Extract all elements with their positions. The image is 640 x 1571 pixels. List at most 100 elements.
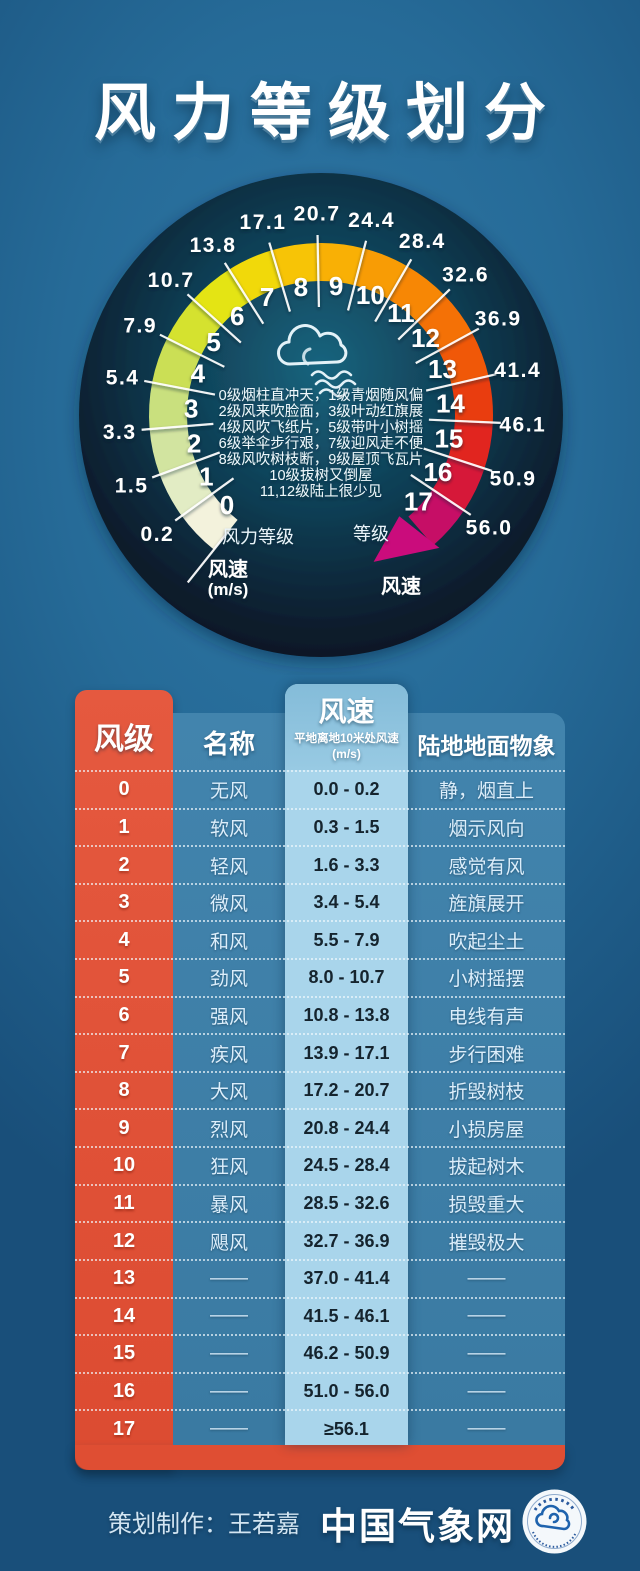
cell-speed: 1.6 - 3.3 bbox=[313, 854, 380, 875]
speed-column-background bbox=[285, 684, 408, 1445]
speed-tick-label: 3.3 bbox=[103, 421, 137, 444]
cell-speed: 37.0 - 41.4 bbox=[303, 1268, 390, 1289]
table-row: 0 无风 0.0 - 0.2 静，烟直上 bbox=[75, 772, 565, 810]
table-row: 3 微风 3.4 - 5.4 旌旗展开 bbox=[75, 885, 565, 923]
cell-name: —— bbox=[210, 1418, 248, 1440]
cloud-wind-icon bbox=[277, 324, 357, 398]
table-row: 7 疾风 13.9 - 17.1 步行困难 bbox=[75, 1035, 565, 1073]
level-tick-label: 0 bbox=[220, 490, 234, 520]
table-row: 8 大风 17.2 - 20.7 折毁树枝 bbox=[75, 1073, 565, 1111]
cell-phenomena: 旌旗展开 bbox=[448, 894, 525, 916]
logo-bottom-text-arc bbox=[532, 1531, 577, 1548]
cell-speed: 0.0 - 0.2 bbox=[313, 779, 380, 800]
cell-name: 狂风 bbox=[209, 1157, 248, 1179]
cell-phenomena: 静，烟直上 bbox=[438, 781, 534, 803]
cell-level: 3 bbox=[118, 891, 130, 914]
cell-level: 16 bbox=[112, 1380, 136, 1403]
cell-name: —— bbox=[210, 1267, 248, 1289]
cell-phenomena: 烟示风向 bbox=[448, 818, 525, 840]
gauge-speed-labels: 0.2 1.5 3.3 5.4 7.9 10.7 13.817.1 20.7 24.428.4 3… bbox=[103, 203, 545, 546]
cell-name: 和风 bbox=[209, 931, 248, 953]
level-tick-label: 14 bbox=[436, 388, 465, 418]
logo-cloud-glyph bbox=[535, 1504, 571, 1531]
gauge-tick bbox=[141, 422, 214, 431]
cell-speed: 3.4 - 5.4 bbox=[313, 892, 380, 913]
cell-phenomena: —— bbox=[467, 1418, 506, 1440]
cell-phenomena: 小损房屋 bbox=[448, 1119, 525, 1141]
cell-name: 软风 bbox=[209, 818, 248, 840]
speed-tick-label: 7.9 bbox=[123, 314, 157, 337]
gauge-tick bbox=[174, 477, 235, 522]
level-tick-label: 15 bbox=[434, 424, 463, 454]
gauge-segment-level-13 bbox=[438, 332, 489, 386]
right-speed-caption: 风速 bbox=[381, 575, 421, 598]
cell-speed: 41.5 - 46.1 bbox=[303, 1305, 390, 1326]
cell-phenomena: 感觉有风 bbox=[448, 856, 525, 878]
table-row: 17 —— ≥56.1 —— bbox=[75, 1411, 565, 1447]
wind-scale-table: 风级 名称 风速 平地离地10米处风速 (m/s) 陆地地面物象 0 无风 0.0 … bbox=[75, 684, 565, 1470]
level-tick-label: 6 bbox=[230, 301, 244, 331]
cell-phenomena: 电线有声 bbox=[448, 1006, 525, 1028]
inner-scale-caption: 风力等级 bbox=[222, 527, 294, 547]
gauge-tick bbox=[428, 418, 501, 424]
gauge-tick bbox=[397, 288, 451, 341]
gauge-rhyme-text: 0级烟柱直冲天，1级青烟随风偏2级风来吹脸面，3级叶动红旗展4级风吹飞纸片，5级… bbox=[219, 387, 424, 500]
gauge-start-leader bbox=[186, 528, 231, 584]
speed-tick-label: 1.5 bbox=[115, 475, 149, 498]
table-row: 4 和风 5.5 - 7.9 吹起尘土 bbox=[75, 922, 565, 961]
cell-speed: 46.2 - 50.9 bbox=[303, 1343, 390, 1364]
cell-name: 暴风 bbox=[209, 1195, 248, 1216]
level-tick-label: 8 bbox=[294, 272, 308, 302]
speed-tick-label: 36.9 bbox=[475, 308, 522, 331]
level-tick-label: 3 bbox=[184, 393, 198, 423]
level-tick-label: 16 bbox=[423, 457, 452, 487]
cell-level: 15 bbox=[112, 1342, 136, 1365]
cell-level: 10 bbox=[112, 1154, 136, 1177]
gauge-tick bbox=[159, 333, 225, 368]
cell-phenomena: —— bbox=[467, 1380, 506, 1402]
gauge-segment-level-2 bbox=[149, 425, 196, 475]
table-bottom-bar bbox=[75, 1445, 565, 1470]
cell-name: —— bbox=[210, 1305, 248, 1327]
cell-name: 微风 bbox=[209, 894, 248, 916]
gauge-tick bbox=[410, 474, 472, 516]
header-phenomena: 陆地地面物象 bbox=[417, 733, 556, 759]
header-speed-subtitle: 平地离地10米处风速 bbox=[294, 733, 399, 745]
speed-tick-label: 5.4 bbox=[106, 366, 140, 389]
table-row: 2 轻风 1.6 - 3.3 感觉有风 bbox=[75, 847, 565, 885]
cell-name: 轻风 bbox=[209, 856, 248, 878]
level-tick-label: 9 bbox=[329, 271, 343, 301]
cell-phenomena: 损毁重大 bbox=[448, 1195, 525, 1216]
level-tick-label: 13 bbox=[428, 354, 457, 384]
cell-level: 17 bbox=[112, 1417, 136, 1440]
cell-speed: 0.3 - 1.5 bbox=[313, 816, 380, 837]
cell-level: 2 bbox=[118, 853, 130, 876]
cell-name: 无风 bbox=[209, 781, 248, 803]
cell-name: 疾风 bbox=[209, 1044, 248, 1066]
gauge-tick bbox=[144, 379, 216, 396]
rhyme-line: 2级风来吹脸面，3级叶动红旗展 bbox=[219, 403, 424, 420]
cell-phenomena: 摧毁极大 bbox=[448, 1232, 525, 1254]
table-row: 12 飓风 32.7 - 36.9 摧毁极大 bbox=[75, 1223, 565, 1261]
left-speed-caption: 风速 bbox=[208, 558, 248, 581]
speed-tick-label: 28.4 bbox=[399, 230, 446, 253]
gauge-tick bbox=[374, 258, 413, 323]
cell-phenomena: 拔起树木 bbox=[448, 1157, 525, 1179]
cell-phenomena: 吹起尘土 bbox=[448, 931, 525, 953]
gauge-tick bbox=[415, 327, 480, 365]
header-name: 名称 bbox=[202, 729, 255, 759]
page-title: 风力等级划分 bbox=[93, 79, 562, 148]
gauge-tick bbox=[268, 242, 292, 312]
cell-speed: 51.0 - 56.0 bbox=[303, 1381, 390, 1402]
gauge-segment-level-14 bbox=[451, 376, 493, 424]
wind-gauge: 0.2 1.5 3.3 5.4 7.9 10.7 13.817.1 20.7 24.428.4 3… bbox=[79, 173, 563, 657]
gauge-arrow bbox=[373, 516, 440, 562]
cell-speed: 24.5 - 28.4 bbox=[303, 1155, 390, 1176]
cell-level: 9 bbox=[118, 1116, 130, 1139]
table-row: 10 狂风 24.5 - 28.4 拔起树木 bbox=[75, 1148, 565, 1186]
gauge-segment-level-9 bbox=[317, 243, 366, 286]
cell-level: 1 bbox=[118, 815, 130, 838]
cell-speed: 20.8 - 24.4 bbox=[303, 1117, 390, 1138]
cell-level: 13 bbox=[112, 1267, 136, 1290]
table-row: 5 劲风 8.0 - 10.7 小树摇摆 bbox=[75, 960, 565, 998]
